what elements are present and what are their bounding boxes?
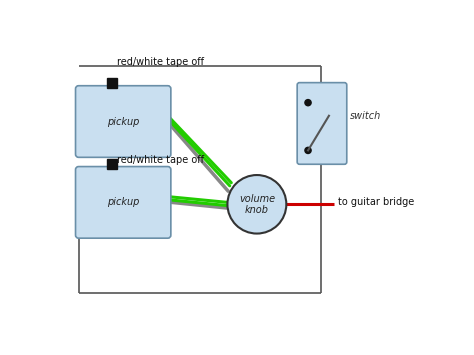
FancyBboxPatch shape <box>297 83 347 164</box>
FancyBboxPatch shape <box>75 166 171 238</box>
Text: red/white tape off: red/white tape off <box>118 155 204 165</box>
Text: red/white tape off: red/white tape off <box>118 57 204 67</box>
Text: pickup: pickup <box>107 116 139 126</box>
Circle shape <box>228 175 286 234</box>
Circle shape <box>305 147 311 153</box>
Circle shape <box>305 100 311 106</box>
Text: to guitar bridge: to guitar bridge <box>338 197 414 207</box>
Text: volume
knob: volume knob <box>239 193 275 215</box>
Text: pickup: pickup <box>107 197 139 207</box>
FancyBboxPatch shape <box>75 86 171 157</box>
Text: switch: switch <box>350 111 381 121</box>
